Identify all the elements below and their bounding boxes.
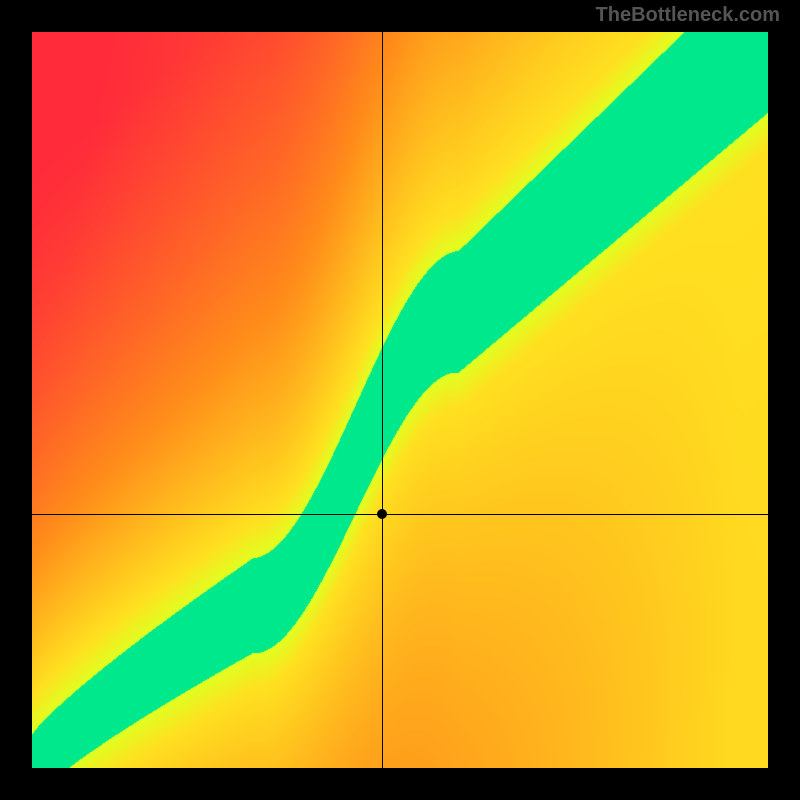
crosshair-vertical xyxy=(382,32,383,768)
plot-area xyxy=(32,32,768,768)
crosshair-horizontal xyxy=(32,514,768,515)
watermark-text: TheBottleneck.com xyxy=(596,4,780,27)
heatmap-canvas xyxy=(32,32,768,768)
marker-dot xyxy=(377,509,387,519)
chart-container: TheBottleneck.com xyxy=(0,0,800,800)
